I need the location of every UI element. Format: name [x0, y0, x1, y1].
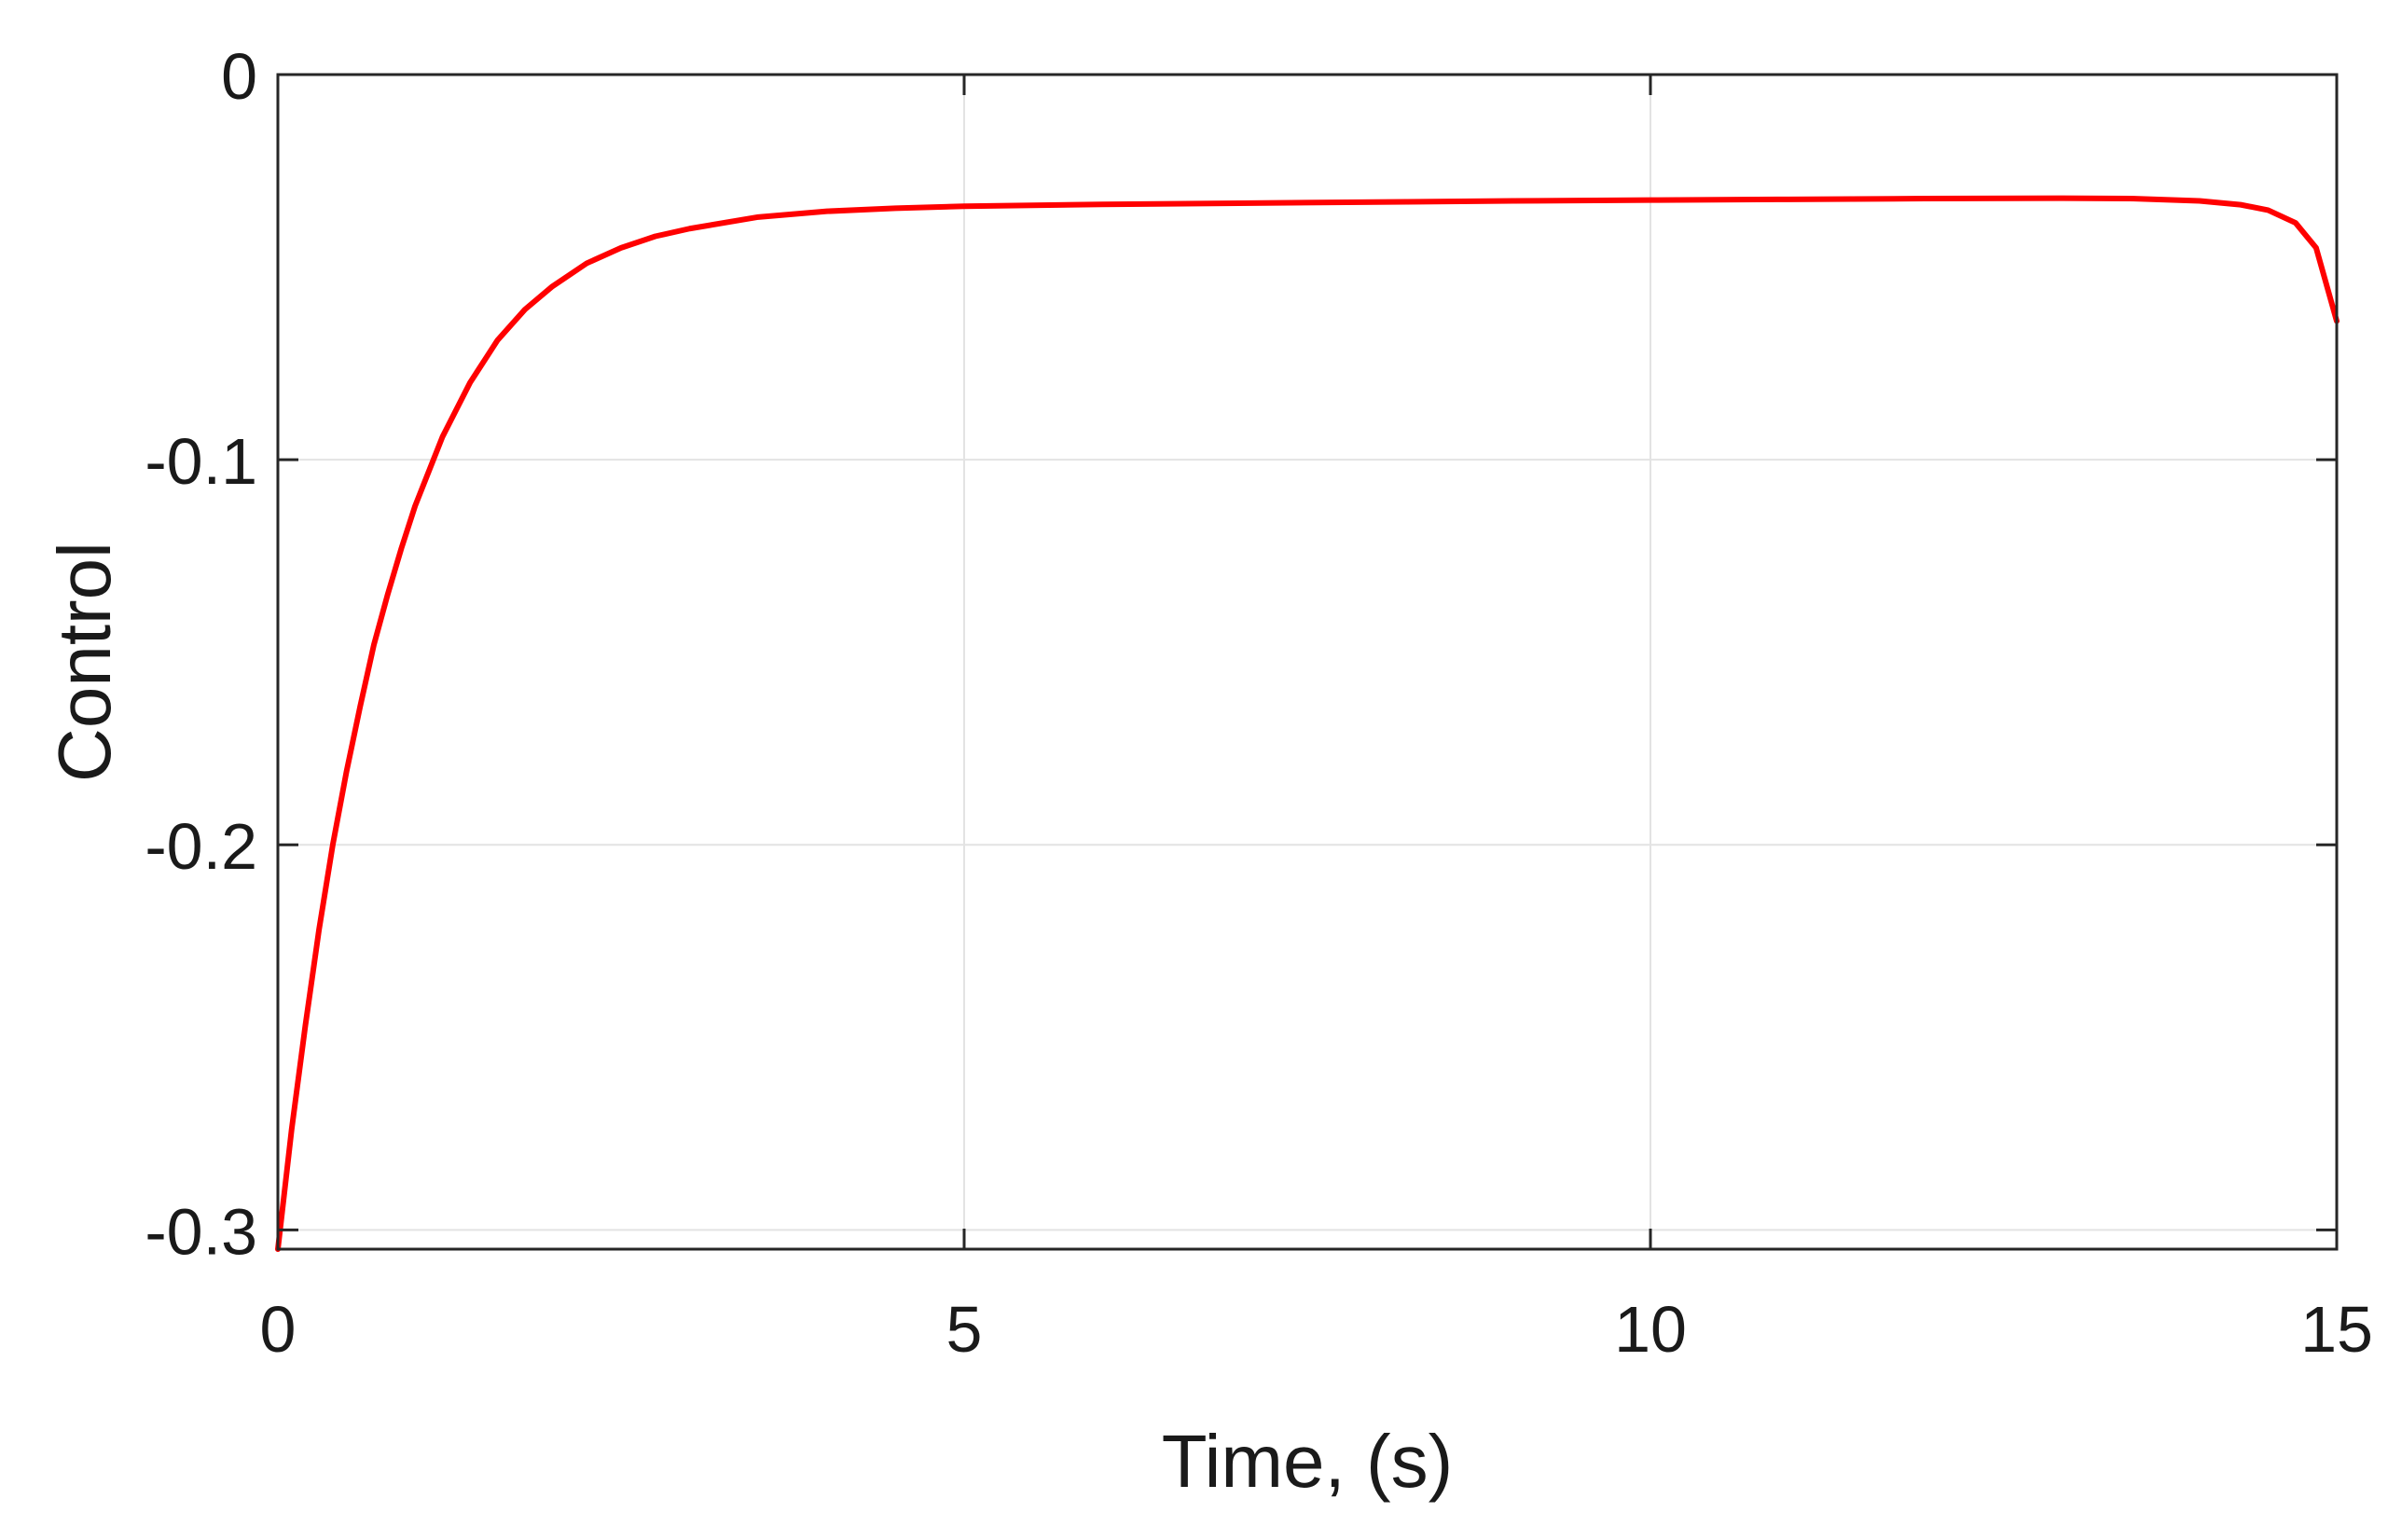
x-tick-label: 5: [946, 1293, 983, 1366]
y-tick-label: 0: [221, 40, 257, 113]
y-axis-label: Control: [43, 542, 126, 782]
x-tick-label: 0: [260, 1293, 297, 1366]
x-tick-label: 10: [1614, 1293, 1687, 1366]
y-tick-label: -0.2: [145, 810, 257, 883]
tick-labels: 0 5 10 15 0 -0.1 -0.2 -0.3: [145, 40, 2373, 1366]
axes: [276, 73, 2339, 1251]
x-axis-label: Time, (s): [1162, 1420, 1454, 1503]
x-tick-label: 15: [2300, 1293, 2373, 1366]
grid: [278, 75, 2337, 1249]
series-line: [275, 195, 2340, 1252]
y-tick-label: -0.3: [145, 1195, 257, 1268]
plot-area-border: [276, 73, 2339, 1251]
series-layer: [275, 195, 2340, 1252]
y-tick-label: -0.1: [145, 425, 257, 498]
